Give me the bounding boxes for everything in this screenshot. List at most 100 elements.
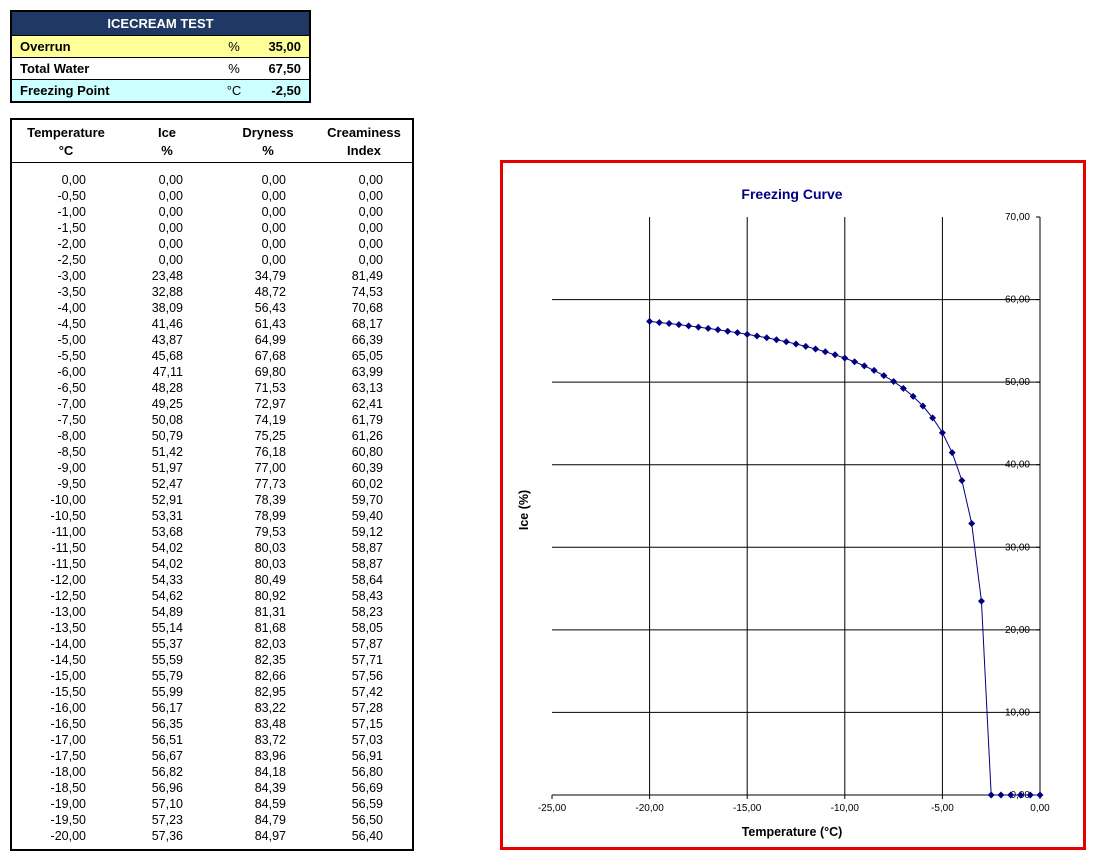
overrun-row[interactable]: Overrun % 35,00 xyxy=(12,36,309,58)
table-row: -0,50 0,00 0,00 0,00 xyxy=(12,188,412,204)
table-row: -11,50 54,02 80,03 58,87 xyxy=(12,540,412,556)
creaminess-cell: 58,05 xyxy=(351,621,383,635)
ice-cell: 53,31 xyxy=(151,509,183,523)
table-row: -6,00 47,11 69,80 63,99 xyxy=(12,364,412,380)
dryness-cell: 83,48 xyxy=(254,717,286,731)
data-point-marker xyxy=(968,520,976,528)
table-row: -5,00 43,87 64,99 66,39 xyxy=(12,332,412,348)
creaminess-cell: 63,13 xyxy=(351,381,383,395)
creaminess-cell: 59,12 xyxy=(351,525,383,539)
table-row: -1,50 0,00 0,00 0,00 xyxy=(12,220,412,236)
data-point-marker xyxy=(665,320,673,328)
creaminess-cell: 58,87 xyxy=(351,541,383,555)
temperature-cell: -2,00 xyxy=(57,237,87,251)
data-point-marker xyxy=(704,324,712,332)
data-point-marker xyxy=(792,340,800,348)
creaminess-cell: 81,49 xyxy=(351,269,383,283)
creaminess-cell: 61,79 xyxy=(351,413,383,427)
x-tick-label: -15,00 xyxy=(733,803,762,814)
temperature-cell: -5,50 xyxy=(57,349,87,363)
dryness-cell: 84,79 xyxy=(254,813,286,827)
total-water-value[interactable]: 67,50 xyxy=(268,61,301,76)
data-point-marker xyxy=(831,351,839,359)
x-tick-label: -10,00 xyxy=(831,803,860,814)
ice-cell: 49,25 xyxy=(151,397,183,411)
creaminess-cell: 65,05 xyxy=(351,349,383,363)
temperature-cell: -16,50 xyxy=(50,717,86,731)
data-point-marker xyxy=(958,476,966,484)
temperature-cell: -2,50 xyxy=(57,253,87,267)
table-row: -11,50 54,02 80,03 58,87 xyxy=(12,556,412,572)
temperature-cell: -3,00 xyxy=(57,269,87,283)
ice-cell: 50,08 xyxy=(151,413,183,427)
creaminess-cell: 57,15 xyxy=(351,717,383,731)
table-row: -2,50 0,00 0,00 0,00 xyxy=(12,252,412,268)
dryness-cell: 83,72 xyxy=(254,733,286,747)
ice-cell: 48,28 xyxy=(151,381,183,395)
data-point-marker xyxy=(1007,791,1015,799)
dryness-cell: 82,66 xyxy=(254,669,286,683)
table-row: 0,00 0,00 0,00 0,00 xyxy=(12,172,412,188)
dryness-cell: 80,03 xyxy=(254,541,286,555)
dryness-cell: 0,00 xyxy=(261,221,286,235)
ice-cell: 0,00 xyxy=(158,253,183,267)
total-water-row[interactable]: Total Water % 67,50 xyxy=(12,58,309,80)
ice-cell: 52,47 xyxy=(151,477,183,491)
freezing-curve-chart[interactable]: Freezing Curve Temperature (°C) Ice (%) … xyxy=(500,160,1086,850)
freezing-point-row[interactable]: Freezing Point °C -2,50 xyxy=(12,80,309,101)
table-row: -1,00 0,00 0,00 0,00 xyxy=(12,204,412,220)
temperature-cell: -20,00 xyxy=(50,829,86,843)
x-tick-label: 0,00 xyxy=(1030,803,1050,814)
dryness-cell: 75,25 xyxy=(254,429,286,443)
dryness-cell: 82,35 xyxy=(254,653,286,667)
table-row: -4,00 38,09 56,43 70,68 xyxy=(12,300,412,316)
ice-cell: 51,42 xyxy=(151,445,183,459)
creaminess-cell: 63,99 xyxy=(351,365,383,379)
table-row: -13,00 54,89 81,31 58,23 xyxy=(12,604,412,620)
ice-cell: 57,10 xyxy=(151,797,183,811)
ice-cell: 0,00 xyxy=(158,205,183,219)
data-point-marker xyxy=(753,332,761,340)
table-row: -7,50 50,08 74,19 61,79 xyxy=(12,412,412,428)
header-temperature: Temperature °C xyxy=(27,125,105,158)
data-point-marker xyxy=(870,366,878,374)
creaminess-cell: 60,02 xyxy=(351,477,383,491)
data-point-marker xyxy=(1036,791,1044,799)
data-point-marker xyxy=(929,414,937,422)
creaminess-cell: 57,87 xyxy=(351,637,383,651)
data-point-marker xyxy=(909,392,917,400)
data-point-marker xyxy=(851,358,859,366)
creaminess-cell: 61,26 xyxy=(351,429,383,443)
creaminess-cell: 57,03 xyxy=(351,733,383,747)
freezing-point-value[interactable]: -2,50 xyxy=(271,83,301,98)
creaminess-cell: 56,69 xyxy=(351,781,383,795)
y-tick-label: 60,00 xyxy=(1005,295,1030,306)
table-row: -11,00 53,68 79,53 59,12 xyxy=(12,524,412,540)
creaminess-cell: 59,40 xyxy=(351,509,383,523)
dryness-cell: 80,49 xyxy=(254,573,286,587)
overrun-value[interactable]: 35,00 xyxy=(268,39,301,54)
dryness-cell: 0,00 xyxy=(261,253,286,267)
data-point-marker xyxy=(714,326,722,334)
table-row: -15,00 55,79 82,66 57,56 xyxy=(12,668,412,684)
ice-cell: 52,91 xyxy=(151,493,183,507)
dryness-cell: 81,31 xyxy=(254,605,286,619)
y-tick-label: 70,00 xyxy=(1005,212,1030,223)
temperature-cell: -8,00 xyxy=(57,429,87,443)
table-row: -2,00 0,00 0,00 0,00 xyxy=(12,236,412,252)
y-tick-label: 20,00 xyxy=(1005,625,1030,636)
y-tick-label: 40,00 xyxy=(1005,460,1030,471)
creaminess-cell: 57,71 xyxy=(351,653,383,667)
table-row: -16,00 56,17 83,22 57,28 xyxy=(12,700,412,716)
temperature-cell: -4,00 xyxy=(57,301,87,315)
data-point-marker xyxy=(685,322,693,330)
data-point-marker xyxy=(860,362,868,370)
data-point-marker xyxy=(1026,791,1034,799)
creaminess-cell: 56,59 xyxy=(351,797,383,811)
param-label: Overrun xyxy=(20,39,71,54)
dryness-cell: 64,99 xyxy=(254,333,286,347)
ice-cell: 45,68 xyxy=(151,349,183,363)
creaminess-cell: 0,00 xyxy=(358,173,383,187)
dryness-cell: 83,22 xyxy=(254,701,286,715)
creaminess-cell: 58,23 xyxy=(351,605,383,619)
